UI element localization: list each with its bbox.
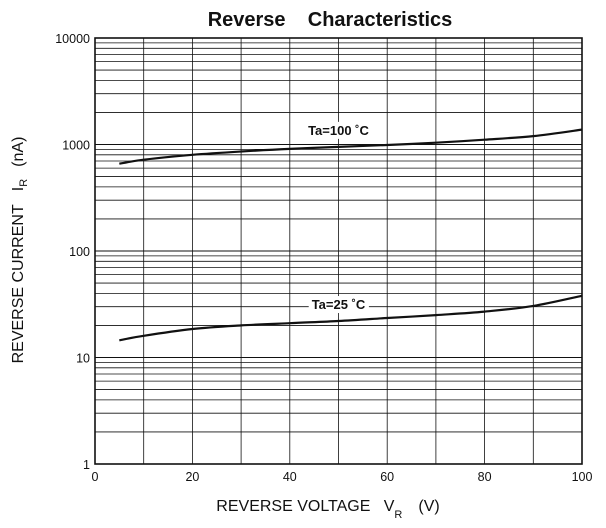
y-axis-label-main: REVERSE CURRENT I xyxy=(10,187,27,364)
x-axis-label-unit: (V) xyxy=(418,498,439,515)
x-axis-label-subscript: R xyxy=(394,509,402,521)
x-axis-label-main: REVERSE VOLTAGE V xyxy=(216,498,394,515)
y-tick-label: 10 xyxy=(76,352,90,366)
y-tick-label: 100 xyxy=(69,245,90,259)
plot-frame xyxy=(94,37,583,465)
y-tick-label: 1 xyxy=(83,458,90,472)
y-tick-label: 10000 xyxy=(55,32,90,46)
series-label-0: Ta=100 ˚C xyxy=(308,123,369,138)
series-line-1 xyxy=(119,294,583,342)
series-line-0 xyxy=(119,128,583,165)
x-tick-label: 60 xyxy=(380,470,394,484)
chart-title: Reverse Characteristics xyxy=(208,9,453,31)
series-label-background xyxy=(305,121,373,139)
x-tick-label: 0 xyxy=(92,470,99,484)
plot-grid xyxy=(95,38,582,464)
series-label-background xyxy=(308,296,369,314)
tick-labels: 0 20 40 60 80 100 1 10 100 1000 10000 xyxy=(55,32,592,484)
data-series: Ta=100 ˚C Ta=25 ˚C xyxy=(119,121,583,342)
x-tick-label: 100 xyxy=(572,470,593,484)
y-axis-label-unit: (nA) xyxy=(10,137,27,167)
x-tick-label: 40 xyxy=(283,470,297,484)
x-tick-label: 80 xyxy=(478,470,492,484)
x-tick-label: 20 xyxy=(185,470,199,484)
series-label-1: Ta=25 ˚C xyxy=(312,297,366,312)
y-axis-label-subscript: R xyxy=(18,179,30,187)
y-tick-label: 1000 xyxy=(62,139,90,153)
y-axis-label: REVERSE CURRENT IR (nA) xyxy=(10,137,30,364)
x-axis-label: REVERSE VOLTAGE VR (V) xyxy=(216,498,439,521)
